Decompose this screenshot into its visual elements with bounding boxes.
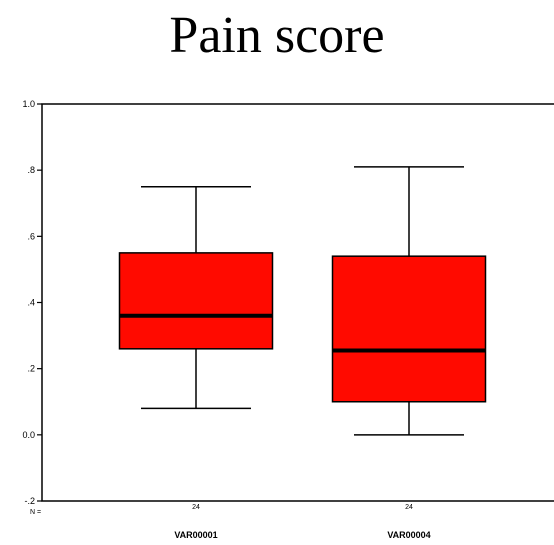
box-series	[118, 166, 487, 436]
y-tick-label: .6	[27, 231, 35, 241]
interquartile-box	[118, 252, 274, 350]
y-axis: 1.0 .8 .6 .4 .2 0.0 -.2	[22, 99, 42, 506]
n-count-label: 24	[405, 504, 413, 511]
chart-title: Pain score	[169, 7, 385, 64]
y-tick-label: .2	[27, 364, 35, 374]
x-category-label: VAR00004	[387, 530, 430, 540]
y-tick-label: -.2	[24, 496, 35, 506]
y-tick-label: .4	[27, 298, 35, 308]
y-tick-label: 1.0	[22, 99, 35, 109]
box-var00004	[331, 166, 487, 436]
n-row-label: N =	[30, 509, 41, 516]
box-var00001	[118, 185, 274, 410]
interquartile-box	[331, 255, 487, 403]
y-tick-label: .8	[27, 165, 35, 175]
y-tick-label: 0.0	[22, 430, 35, 440]
x-category-label: VAR00001	[174, 530, 217, 540]
x-axis-labels: N = 24 VAR00001 24 VAR00004	[30, 504, 431, 540]
n-count-label: 24	[192, 504, 200, 511]
